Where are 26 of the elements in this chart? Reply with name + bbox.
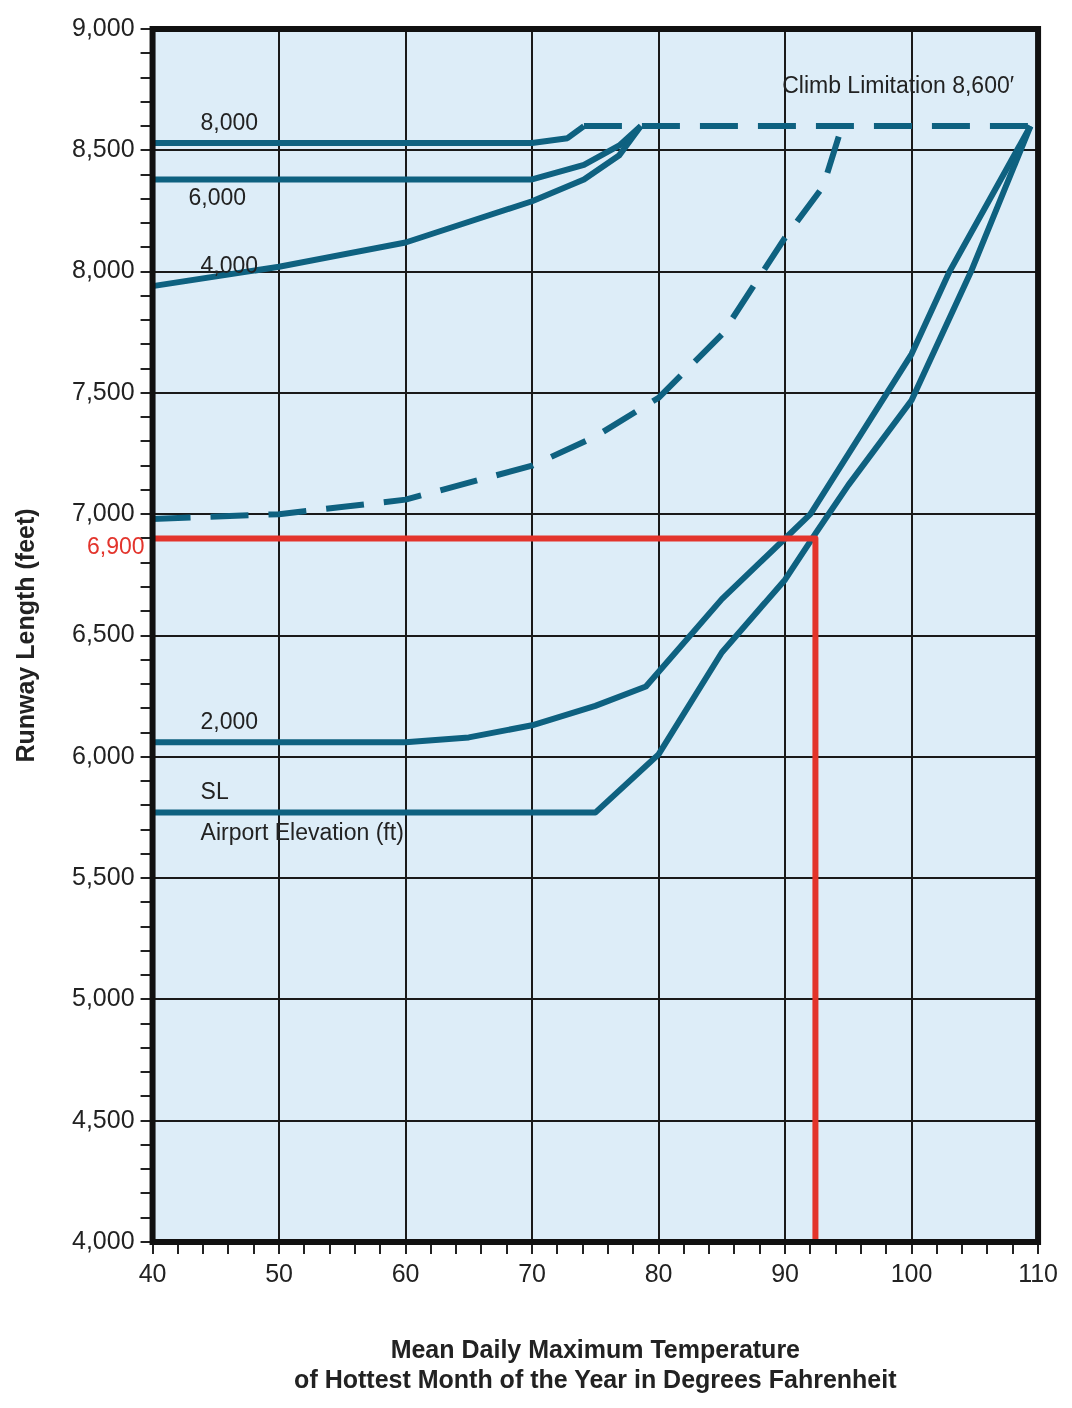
y-tick-label: 4,500 — [72, 1104, 135, 1133]
y-tick-label: 8,500 — [72, 134, 135, 163]
x-tick-label: 110 — [1018, 1258, 1058, 1287]
y-axis-title: Runway Length (feet) — [10, 508, 39, 763]
x-tick-label: 50 — [265, 1258, 293, 1287]
x-tick-label: 40 — [138, 1258, 167, 1287]
series-label: SL — [200, 778, 229, 805]
y-tick-label: 7,500 — [72, 376, 135, 405]
x-tick-label: 100 — [890, 1258, 933, 1287]
x-axis-title: Mean Daily Maximum Temperature of Hottest Month of the Year in Degrees Fahrenheit — [294, 1334, 898, 1393]
y-tick-label: 5,500 — [72, 861, 135, 890]
y-tick-label: 9,000 — [72, 12, 135, 41]
y-tick-label: 4,000 — [72, 1225, 135, 1254]
x-tick-label: 60 — [391, 1258, 420, 1287]
y-tick-label: 6,000 — [72, 740, 135, 769]
y-tick-label: 8,000 — [72, 255, 135, 284]
series-label: 2,000 — [200, 708, 259, 735]
y-tick-label: 5,000 — [72, 983, 135, 1012]
series-label: 6,000 — [188, 184, 247, 211]
x-tick-label: 70 — [518, 1258, 546, 1287]
annotation: 6,900 — [87, 533, 145, 560]
y-tick-label: 7,000 — [72, 498, 135, 527]
x-tick-label: 90 — [771, 1258, 799, 1287]
y-tick-label: 6,500 — [72, 619, 135, 648]
series-label: 8,000 — [200, 108, 259, 135]
x-tick-label: 80 — [644, 1258, 673, 1287]
